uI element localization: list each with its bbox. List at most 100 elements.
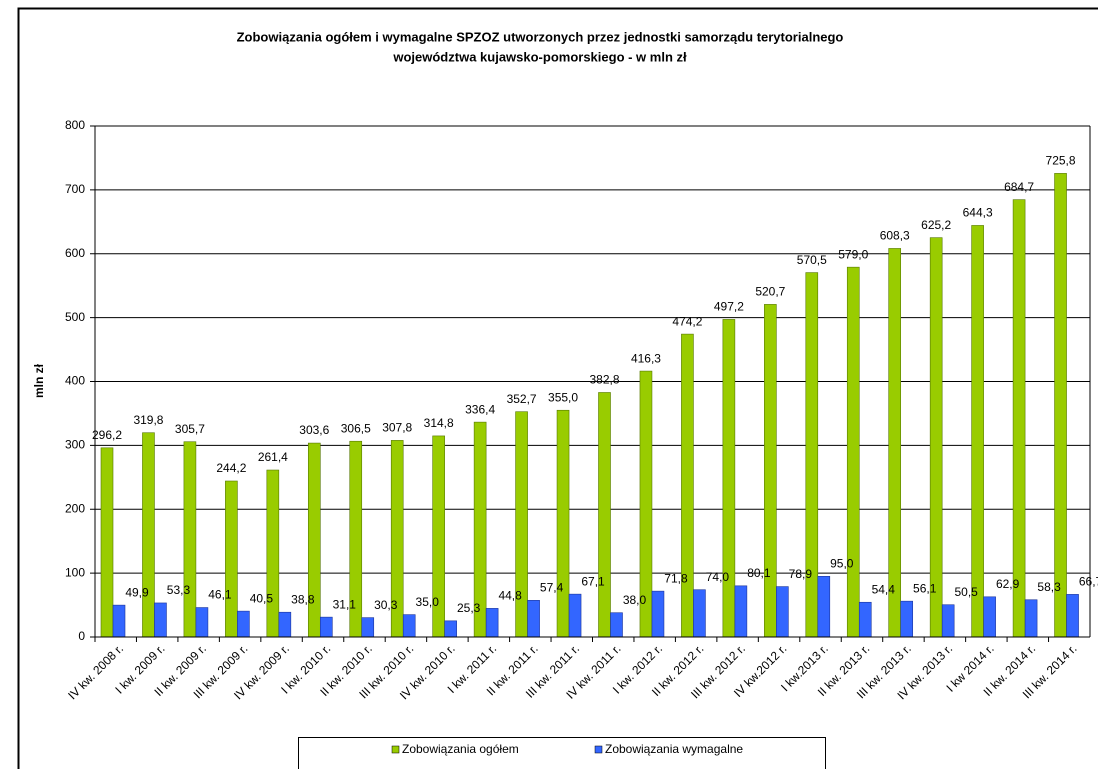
bar xyxy=(693,589,706,638)
bar xyxy=(444,620,457,638)
data-label: 62,9 xyxy=(996,577,1020,591)
bar xyxy=(722,319,736,638)
y-tick-label: 100 xyxy=(65,565,85,579)
data-label: 296,2 xyxy=(92,428,122,442)
legend-swatch xyxy=(594,745,603,754)
data-label: 38,8 xyxy=(291,592,315,606)
data-label: 57,4 xyxy=(540,581,564,595)
bar xyxy=(929,237,943,638)
data-label: 497,2 xyxy=(714,300,744,314)
y-tick-label: 500 xyxy=(65,310,85,324)
data-label: 307,8 xyxy=(382,421,412,435)
bar xyxy=(776,586,789,638)
bar xyxy=(900,600,914,638)
y-tick-label: 200 xyxy=(65,501,85,515)
bar xyxy=(734,585,748,638)
legend-label: Zobowiązania ogółem xyxy=(402,742,519,756)
data-label: 66,7 xyxy=(1079,575,1098,589)
y-tick-label: 0 xyxy=(78,629,85,643)
bar xyxy=(888,248,902,638)
data-label: 53,3 xyxy=(167,583,191,597)
bar xyxy=(651,590,665,638)
bar xyxy=(266,469,280,638)
data-label: 78,9 xyxy=(789,567,813,581)
chart-title: Zobowiązania ogółem i wymagalne SPZOZ ut… xyxy=(237,29,844,44)
y-tick-label: 700 xyxy=(65,182,85,196)
bar xyxy=(1024,599,1038,638)
bar xyxy=(195,607,209,638)
data-label: 25,3 xyxy=(457,601,481,615)
bar xyxy=(971,225,984,638)
data-label: 319,8 xyxy=(133,413,163,427)
data-label: 336,4 xyxy=(465,402,495,416)
y-axis-label: mln zł xyxy=(32,363,46,398)
bar xyxy=(183,441,197,638)
bar xyxy=(361,617,375,638)
data-label: 314,8 xyxy=(424,416,454,430)
bar xyxy=(983,596,996,638)
bar xyxy=(598,392,611,638)
data-label: 261,4 xyxy=(258,450,288,464)
bar xyxy=(100,447,114,638)
data-label: 30,3 xyxy=(374,598,398,612)
data-label: 352,7 xyxy=(507,392,537,406)
chart-title: województwa kujawsko-pomorskiego - w mln… xyxy=(392,49,687,64)
bar xyxy=(319,616,333,638)
bar xyxy=(681,333,694,638)
data-label: 579,0 xyxy=(838,247,868,261)
bar xyxy=(225,480,238,638)
data-label: 56,1 xyxy=(913,581,937,595)
bar xyxy=(237,610,250,638)
y-tick-label: 600 xyxy=(65,246,85,260)
bar xyxy=(1054,173,1067,638)
data-label: 95,0 xyxy=(830,556,854,570)
data-label: 608,3 xyxy=(880,229,910,243)
bar xyxy=(307,442,321,638)
bar xyxy=(1012,199,1026,638)
data-label: 31,1 xyxy=(333,597,357,611)
legend xyxy=(298,737,826,769)
legend-swatch xyxy=(391,745,400,754)
bar xyxy=(278,611,292,638)
data-label: 35,0 xyxy=(416,595,440,609)
bar xyxy=(485,608,499,638)
data-label: 46,1 xyxy=(208,588,232,602)
data-label: 244,2 xyxy=(216,461,246,475)
data-label: 306,5 xyxy=(341,421,371,435)
data-label: 303,6 xyxy=(299,423,329,437)
bar xyxy=(1066,594,1079,638)
data-label: 382,8 xyxy=(589,373,619,387)
bar xyxy=(515,411,528,638)
data-label: 625,2 xyxy=(921,218,951,232)
data-label: 50,5 xyxy=(954,585,978,599)
data-label: 725,8 xyxy=(1046,154,1076,168)
bar xyxy=(610,612,623,638)
data-label: 38,0 xyxy=(623,593,647,607)
bar xyxy=(805,272,819,638)
bar xyxy=(142,432,155,638)
bar xyxy=(154,602,167,638)
chart-frame xyxy=(17,7,1098,769)
bar xyxy=(941,604,955,638)
data-label: 644,3 xyxy=(963,206,993,220)
data-label: 570,5 xyxy=(797,253,827,267)
bar xyxy=(568,593,582,638)
data-label: 71,8 xyxy=(664,571,688,585)
bar xyxy=(112,604,126,638)
y-tick-label: 300 xyxy=(65,438,85,452)
data-label: 49,9 xyxy=(125,585,149,599)
data-label: 44,8 xyxy=(498,589,522,603)
y-tick-label: 400 xyxy=(65,374,85,388)
bar xyxy=(817,576,831,638)
data-label: 355,0 xyxy=(548,390,578,404)
data-label: 520,7 xyxy=(755,285,785,299)
bar xyxy=(556,409,570,638)
bar xyxy=(402,614,416,638)
legend-label: Zobowiązania wymagalne xyxy=(605,742,743,756)
data-label: 67,1 xyxy=(581,574,605,588)
data-label: 54,4 xyxy=(872,582,896,596)
bar xyxy=(858,601,872,638)
bar xyxy=(846,266,860,638)
data-label: 40,5 xyxy=(250,591,274,605)
